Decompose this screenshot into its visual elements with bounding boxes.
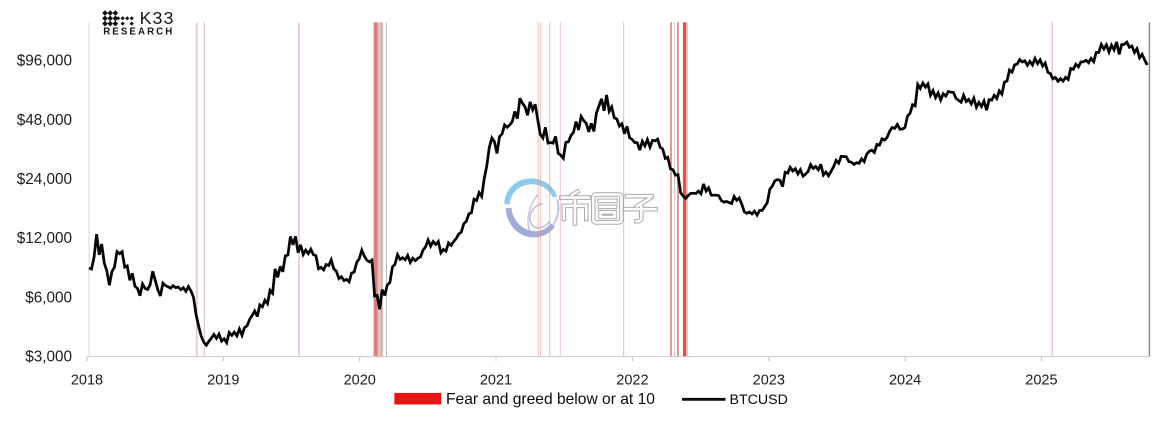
svg-text:2018: 2018 bbox=[71, 373, 103, 389]
svg-text:BTCUSD: BTCUSD bbox=[730, 392, 788, 408]
svg-text:2019: 2019 bbox=[207, 373, 239, 389]
svg-text:2021: 2021 bbox=[480, 373, 512, 389]
svg-text:2020: 2020 bbox=[344, 373, 376, 389]
svg-text:2025: 2025 bbox=[1025, 373, 1057, 389]
svg-text:$96,000: $96,000 bbox=[17, 53, 72, 70]
svg-text:K33: K33 bbox=[140, 8, 175, 28]
svg-text:2024: 2024 bbox=[889, 373, 921, 389]
svg-text:RESEARCH: RESEARCH bbox=[103, 27, 174, 38]
svg-text:Fear and greed below or at 10: Fear and greed below or at 10 bbox=[446, 391, 655, 408]
svg-text:2023: 2023 bbox=[753, 373, 785, 389]
svg-text:2022: 2022 bbox=[616, 373, 648, 389]
svg-text:$48,000: $48,000 bbox=[17, 112, 72, 129]
svg-text:$3,000: $3,000 bbox=[25, 349, 72, 366]
svg-text:$6,000: $6,000 bbox=[25, 289, 72, 306]
svg-text:$24,000: $24,000 bbox=[17, 171, 72, 188]
svg-text:$12,000: $12,000 bbox=[17, 230, 72, 247]
